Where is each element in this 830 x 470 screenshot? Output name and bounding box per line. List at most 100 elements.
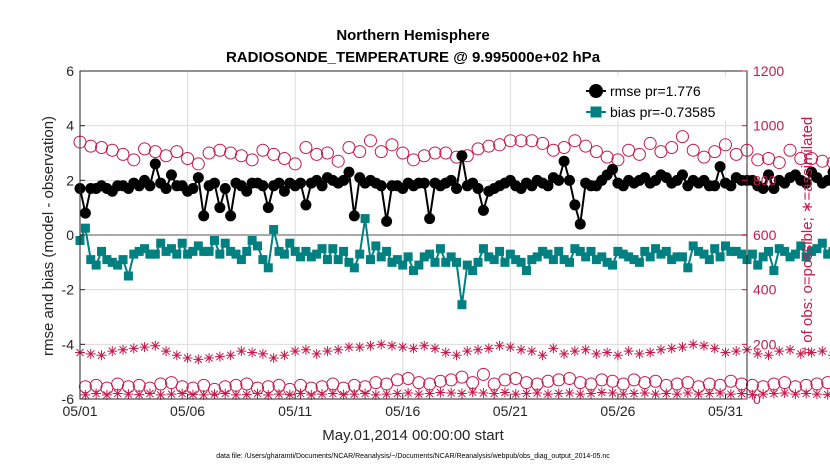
obs-assimilated-point xyxy=(774,346,785,357)
obs-possible-point xyxy=(363,134,377,148)
bias-point xyxy=(290,246,300,256)
bias-point xyxy=(823,249,830,259)
bias-point xyxy=(382,246,392,256)
obs-assimilated-point xyxy=(688,339,699,350)
obs-assimilated-point xyxy=(112,388,123,399)
x-tick-label: 05/16 xyxy=(385,403,420,419)
obs-assimilated-point xyxy=(456,388,467,399)
bias-point xyxy=(785,252,795,262)
obs-assimilated-point xyxy=(193,354,204,365)
bias-point xyxy=(446,252,456,262)
obs-assimilated-point xyxy=(672,389,683,400)
rmse-point xyxy=(757,183,769,195)
rmse-point xyxy=(451,183,463,195)
obs-assimilated-point xyxy=(209,389,220,400)
y-tick-label: 2 xyxy=(66,172,74,188)
obs-possible-point xyxy=(536,136,550,150)
rmse-point xyxy=(208,177,220,189)
obs-assimilated-point xyxy=(139,342,150,353)
bias-point xyxy=(812,244,822,254)
bias-point xyxy=(349,263,359,273)
obs-possible-point xyxy=(320,146,334,160)
obs-possible-point xyxy=(331,154,345,168)
obs-assimilated-point xyxy=(360,388,371,399)
bias-point xyxy=(253,241,263,251)
y-axis-label: rmse and bias (model - observation) xyxy=(40,116,57,356)
x-tick-label: 05/26 xyxy=(600,403,635,419)
obs-assimilated-point xyxy=(483,343,494,354)
rmse-point xyxy=(149,158,161,170)
x-tick-label: 05/06 xyxy=(170,403,205,419)
obs-assimilated-point xyxy=(311,348,322,359)
obs-assimilated-point xyxy=(85,348,96,359)
obs-assimilated-point xyxy=(629,388,640,399)
bias-point xyxy=(500,257,510,267)
bias-point xyxy=(263,263,273,273)
obs-possible-point xyxy=(783,143,797,157)
obs-possible-point xyxy=(396,146,410,160)
y-tick-label: -4 xyxy=(62,336,75,352)
obs-assimilated-point xyxy=(182,353,193,363)
bias-point xyxy=(301,246,311,256)
obs-assimilated-point xyxy=(263,389,274,400)
obs-assimilated-point xyxy=(618,389,629,400)
bias-point xyxy=(150,249,160,259)
obs-possible-point xyxy=(127,153,141,167)
bias-point xyxy=(172,249,182,259)
legend-rmse-label: rmse pr=1.776 xyxy=(610,83,701,99)
bias-point xyxy=(398,260,408,270)
obs-assimilated-point xyxy=(548,343,559,354)
y-tick-label-right: 1000 xyxy=(753,118,784,134)
bias-point xyxy=(602,257,612,267)
obs-assimilated-point xyxy=(96,350,107,361)
obs-assimilated-point xyxy=(602,347,613,358)
bias-point xyxy=(123,271,133,281)
obs-possible-point xyxy=(762,151,776,165)
rmse-point xyxy=(257,180,269,192)
y-tick-label-right: 1200 xyxy=(753,63,784,79)
x-axis-label: May.01,2014 00:00:00 start xyxy=(322,427,504,444)
y-tick-label: 6 xyxy=(66,63,74,79)
obs-possible-point xyxy=(482,139,496,153)
obs-possible-point xyxy=(686,143,700,157)
obs-assimilated-point xyxy=(489,388,500,399)
obs-assimilated-point xyxy=(768,388,779,399)
x-tick-label: 05/11 xyxy=(278,403,312,419)
obs-assimilated-point xyxy=(322,346,333,357)
y-tick-label-right: 600 xyxy=(753,227,777,243)
bias-point xyxy=(570,244,580,254)
bias-point xyxy=(677,252,687,262)
bias-point xyxy=(656,249,666,259)
bias-point xyxy=(414,260,424,270)
obs-assimilated-point xyxy=(241,389,252,400)
obs-assimilated-point xyxy=(413,389,424,400)
obs-possible-point xyxy=(589,145,603,159)
obs-assimilated-point xyxy=(666,343,677,354)
bias-point xyxy=(419,252,429,262)
obs-assimilated-point xyxy=(225,350,236,361)
bias-point xyxy=(188,246,198,256)
obs-assimilated-point xyxy=(177,388,188,399)
rmse-point xyxy=(456,150,468,162)
obs-assimilated-point xyxy=(397,342,408,353)
rmse-point xyxy=(553,174,565,186)
obs-assimilated-point xyxy=(462,346,473,357)
obs-assimilated-point xyxy=(801,388,812,399)
bias-point xyxy=(317,244,327,254)
obs-possible-point xyxy=(428,146,442,160)
bias-point xyxy=(193,241,203,251)
obs-possible-point xyxy=(579,139,593,153)
bias-point xyxy=(489,255,499,265)
obs-assimilated-point xyxy=(499,387,510,398)
obs-possible-point xyxy=(665,141,679,155)
obs-assimilated-point xyxy=(580,344,591,355)
rmse-point xyxy=(709,180,721,192)
obs-assimilated-point xyxy=(634,348,645,359)
bias-point xyxy=(392,255,402,265)
obs-assimilated-point xyxy=(354,342,365,353)
obs-assimilated-point xyxy=(655,344,666,355)
obs-possible-point xyxy=(632,147,646,161)
obs-assimilated-point xyxy=(682,387,693,398)
rmse-point xyxy=(241,185,253,197)
obs-assimilated-point xyxy=(763,350,774,361)
